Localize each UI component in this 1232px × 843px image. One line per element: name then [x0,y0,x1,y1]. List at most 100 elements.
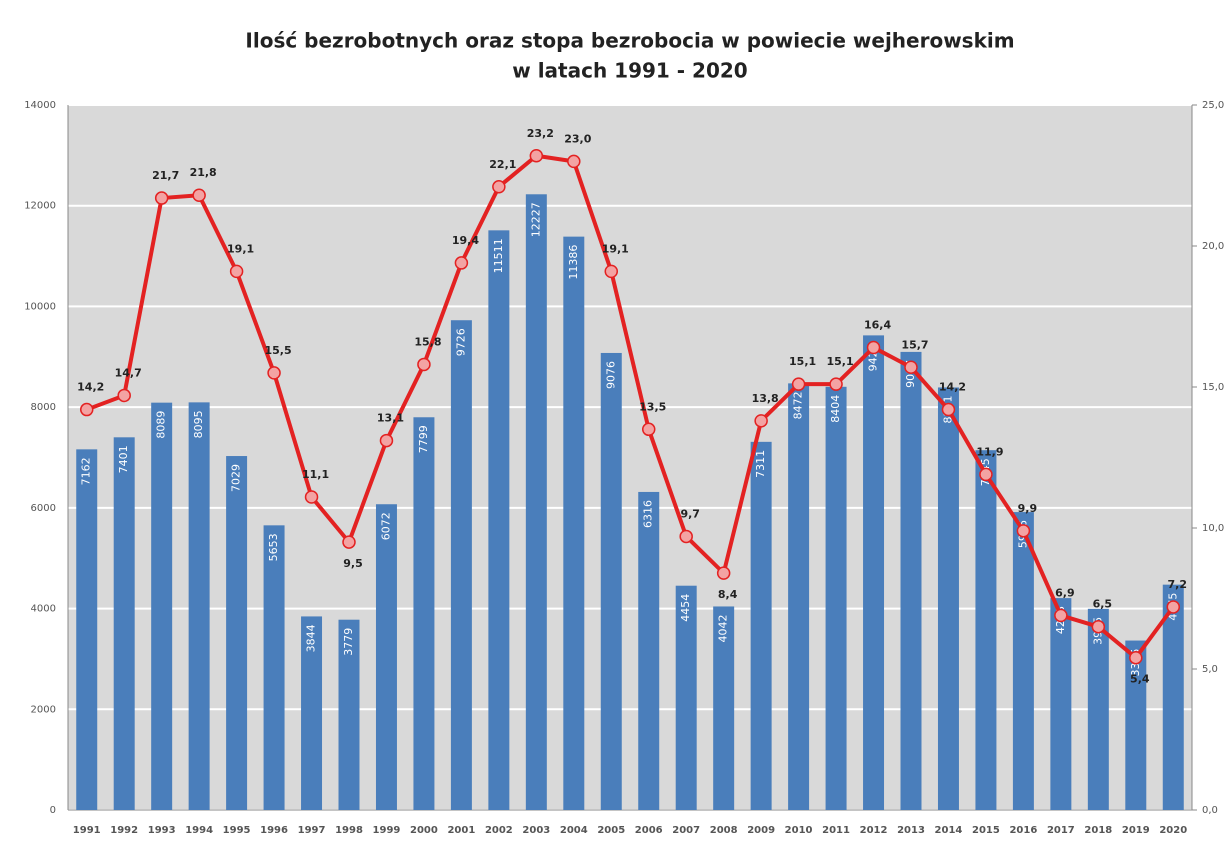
bar-label: 8472 [792,391,805,419]
line-label: 6,5 [1093,598,1113,611]
line-label: 14,2 [77,381,104,394]
line-marker [941,402,956,417]
x-tick-label: 2010 [785,825,813,836]
line-marker [454,256,469,270]
y-tick-label: 8000 [31,402,56,413]
line-marker [979,467,993,482]
bar [151,402,173,810]
x-tick-label: 2006 [635,825,663,836]
bar-label: 7799 [417,425,430,453]
line-label: 15,1 [789,355,816,368]
bar-label: 5653 [267,533,280,561]
bar [1087,608,1109,810]
bar [263,525,285,810]
line-marker [754,414,768,428]
bar [600,352,622,810]
line [86,153,1175,660]
y2-tick-label: 5,0 [1202,664,1218,675]
bar-label: 9076 [604,361,617,389]
bar-label: 8095 [192,410,205,438]
bar-label: 8089 [155,411,168,439]
line-marker [267,366,281,380]
x-tick-label: 2002 [485,825,513,836]
line-marker [904,360,918,375]
line-label: 13,8 [752,392,779,405]
line-marker [829,377,843,391]
x-tick-label: 1993 [148,825,176,836]
x-tick-label: 1999 [373,825,401,836]
line-label: 23,2 [527,127,554,140]
x-tick-label: 2013 [897,825,925,836]
line-marker [304,490,319,504]
x-tick-label: 2015 [972,825,1000,836]
line-label: 15,5 [264,344,291,357]
line-marker [1054,608,1068,623]
line-marker [117,388,131,403]
y-tick-label: 14000 [24,100,56,111]
y-tick-label: 2000 [31,704,56,715]
line-label: 13,1 [377,412,404,425]
line-marker [417,357,431,372]
x-tick-label: 1995 [223,825,251,836]
bar-label: 12227 [529,202,542,237]
bar [713,606,735,810]
bar-label: 9726 [454,328,467,356]
line-marker [1016,524,1031,538]
line-label: 11,9 [976,445,1003,458]
y2-tick-label: 10,0 [1202,523,1224,534]
y2-tick-label: 0,0 [1202,805,1218,816]
y2-tick-label: 20,0 [1202,241,1224,252]
line-label: 13,5 [639,400,666,413]
bar-label: 4454 [679,594,692,622]
line-label: 9,7 [680,507,700,520]
bar [301,616,323,810]
bar [338,619,360,810]
bar [1050,598,1072,810]
line-label: 9,5 [343,557,363,570]
line-marker [1091,619,1106,634]
x-tick-label: 2017 [1047,825,1075,836]
line-label: 21,8 [190,166,217,179]
line-marker [1166,600,1181,614]
line-marker [192,188,206,202]
line-marker [79,402,94,417]
line-label: 15,7 [901,338,928,351]
x-tick-label: 2014 [935,825,963,836]
line-label: 21,7 [152,169,179,182]
x-tick-label: 1992 [110,825,138,836]
x-tick-label: 1996 [260,825,288,836]
x-tick-label: 2012 [860,825,888,836]
line-label: 9,9 [1018,502,1038,515]
y2-tick-label: 25,0 [1202,100,1224,111]
x-tick-label: 1991 [73,825,101,836]
x-tick-label: 2011 [822,825,850,836]
line-label: 11,1 [302,468,329,481]
bar-label: 11386 [567,245,580,280]
y-tick-label: 6000 [31,503,56,514]
x-tick-label: 2016 [1009,825,1037,836]
plot-area [68,105,1192,810]
line-label: 16,4 [864,319,891,332]
bar [76,449,98,810]
bar [900,351,922,810]
y-tick-label: 4000 [31,604,56,615]
bar [226,456,248,810]
bar [450,320,472,810]
bar-label: 3844 [305,624,318,652]
bar [825,386,847,810]
chart-title: Ilość bezrobotnych oraz stopa bezrobocia… [245,29,1014,53]
bar [937,387,959,810]
line-marker [529,149,544,163]
bar-label: 4042 [717,614,730,642]
line-label: 7,2 [1168,578,1188,591]
bar-label: 6316 [642,500,655,528]
line-label: 14,7 [115,366,142,379]
line-label: 6,9 [1055,586,1075,599]
bar-label: 7162 [80,457,93,485]
bar-label: 7311 [754,450,767,478]
x-tick-label: 2007 [672,825,700,836]
line-marker [641,422,656,437]
line-marker [379,433,394,448]
y2-tick-label: 15,0 [1202,382,1224,393]
line-label: 15,1 [826,355,853,368]
